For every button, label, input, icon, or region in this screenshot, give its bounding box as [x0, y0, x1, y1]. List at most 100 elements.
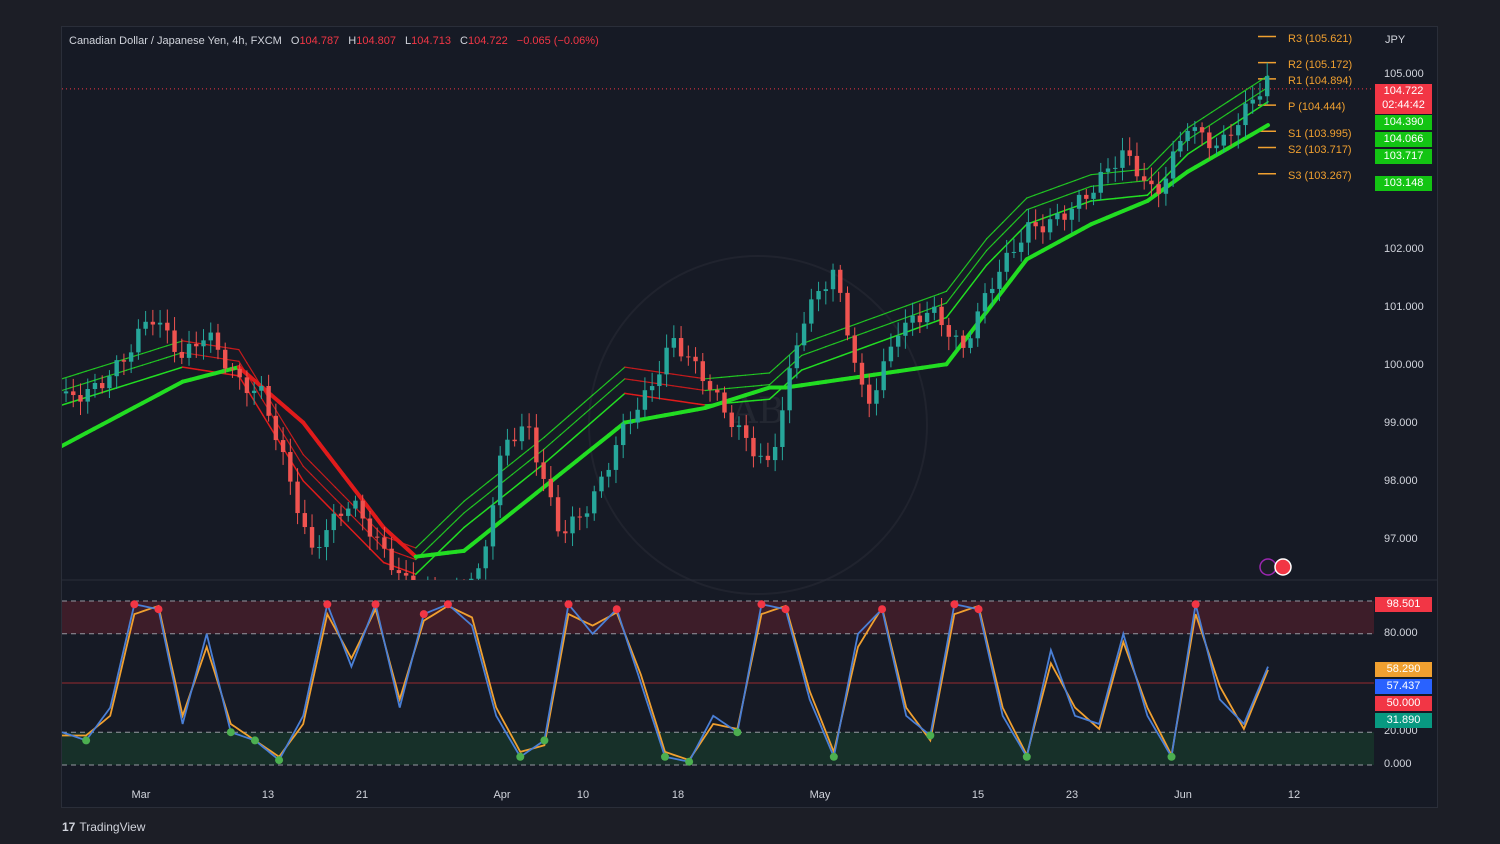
ema-ribbon-line — [825, 343, 835, 348]
ema-ribbon-line — [190, 353, 200, 356]
ema-ribbon-line — [808, 363, 819, 368]
candle-body — [186, 343, 192, 358]
ema-ribbon-line — [728, 375, 738, 378]
candle-body — [411, 575, 416, 580]
ema-ribbon-line — [961, 270, 972, 283]
ema-ribbon-line — [431, 523, 441, 533]
candle-body — [462, 587, 466, 592]
ema-ribbon-line — [800, 366, 811, 371]
ema-ribbon-line — [407, 556, 417, 561]
ema-ribbon-line — [977, 249, 988, 262]
candle-body — [758, 455, 763, 457]
candle-body — [324, 530, 329, 548]
ema-ribbon-line — [125, 367, 135, 371]
ema-ribbon-line — [278, 414, 288, 429]
candle-body — [1033, 222, 1038, 227]
ema-ribbon-line — [945, 306, 956, 319]
ema-ribbon-line — [310, 462, 320, 472]
ema-ribbon-line — [688, 387, 698, 390]
candle-body — [251, 390, 257, 394]
ema-ribbon-line — [817, 334, 827, 339]
ema-ribbon-line — [833, 354, 843, 360]
ema-ribbon-line — [197, 368, 208, 372]
ema-ribbon-line — [567, 434, 578, 444]
ema-ribbon-line — [945, 291, 956, 304]
stoch-cross-up-marker — [250, 736, 259, 745]
ema-ribbon-line — [77, 382, 87, 387]
candle-body — [433, 590, 437, 598]
ema-ribbon-line — [1195, 116, 1205, 124]
ema-ribbon-line — [937, 290, 948, 295]
tradingview-logo[interactable]: 17 TradingView — [62, 820, 145, 834]
ema-ribbon-line — [270, 401, 280, 416]
ema-slow-line — [1000, 278, 1013, 293]
osc-y-tick-label: 80.000 — [1384, 627, 1418, 639]
ema-ribbon-line — [648, 370, 658, 373]
y-tick-label: 102.000 — [1384, 243, 1424, 255]
stoch-cross-down-marker — [781, 605, 790, 614]
ema-ribbon-line — [551, 434, 562, 443]
ema-ribbon-line — [85, 368, 95, 372]
candle-body — [534, 427, 539, 463]
ema-ribbon-line — [366, 545, 377, 556]
ema-ribbon-line — [961, 285, 972, 298]
candle-body — [881, 361, 886, 391]
candle-body — [476, 568, 481, 579]
ema-ribbon-line — [752, 384, 763, 387]
ema-ribbon-line — [583, 406, 594, 415]
osc-badge: 50.000 — [1375, 696, 1432, 711]
ema-ribbon-line — [873, 325, 883, 330]
ema-ribbon-line — [141, 376, 152, 381]
candle-body — [599, 476, 604, 492]
ema-ribbon-line — [149, 359, 160, 364]
candle-body — [71, 391, 76, 396]
ema-slow-line — [317, 441, 330, 457]
ema-ribbon-line — [1227, 122, 1237, 129]
ema-ribbon-line — [889, 308, 899, 313]
ema-ribbon-line — [334, 486, 344, 497]
ema-ribbon-line — [1138, 179, 1149, 182]
stoch-cross-up-marker — [1022, 752, 1031, 761]
candle-body — [85, 389, 90, 402]
candle-body — [975, 311, 980, 339]
ema-ribbon-line — [648, 396, 658, 399]
last-price-value: 104.722 — [1383, 85, 1424, 97]
ema-ribbon-line — [720, 387, 730, 390]
ema-ribbon-line — [744, 385, 755, 388]
ema-ribbon-line — [1018, 197, 1028, 207]
bar-countdown: 02:44:42 — [1382, 99, 1425, 111]
ema-slow-line — [1008, 267, 1021, 283]
ema-slow-line — [1016, 257, 1029, 272]
ema-ribbon-line — [776, 357, 787, 367]
ema-ribbon-line — [857, 345, 867, 351]
ema-ribbon-line — [857, 331, 867, 336]
candle-body — [1149, 180, 1154, 185]
candle-body — [396, 570, 402, 574]
candle-body — [403, 573, 409, 576]
ema-ribbon-line — [1203, 123, 1213, 130]
ema-ribbon-line — [1251, 91, 1261, 99]
y-tick-label: 100.000 — [1384, 359, 1424, 371]
ema-ribbon-line — [439, 516, 449, 526]
ema-ribbon-line — [881, 337, 891, 342]
ema-slow-line — [365, 504, 378, 520]
ema-ribbon-line — [383, 535, 393, 540]
osc-badge: 57.437 — [1375, 679, 1432, 694]
candle-body — [729, 412, 734, 428]
ema-ribbon-line — [326, 478, 336, 488]
candle-body — [953, 335, 959, 337]
stoch-cross-up-marker — [733, 728, 742, 737]
ema-ribbon-line — [543, 441, 554, 450]
candle-body — [1084, 194, 1089, 199]
ema-ribbon-line — [696, 388, 706, 392]
ema-ribbon-line — [752, 399, 763, 402]
ema-ribbon-line — [471, 499, 481, 508]
ema-ribbon-line — [1106, 183, 1116, 186]
ema-badge: 104.066 — [1375, 132, 1432, 147]
candle-body — [317, 547, 322, 549]
ema-ribbon-line — [149, 373, 160, 379]
candle-body — [620, 423, 626, 446]
candle-body — [765, 455, 771, 461]
stoch-cross-down-marker — [612, 605, 621, 614]
